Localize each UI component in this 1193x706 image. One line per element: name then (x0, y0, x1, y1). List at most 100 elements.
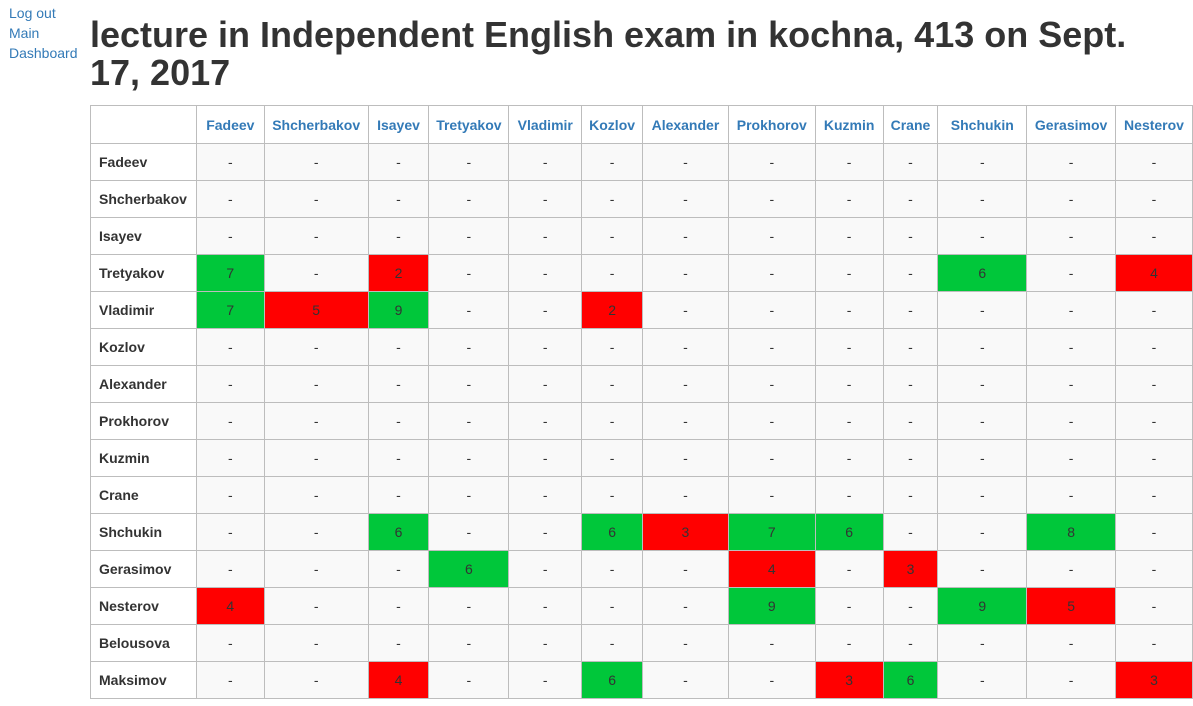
score-cell: - (1026, 550, 1117, 588)
row-header-vladimir: Vladimir (90, 291, 197, 329)
score-cell: - (814, 217, 884, 255)
score-cell: 3 (1115, 661, 1193, 699)
score-cell: - (508, 587, 583, 625)
score-cell: - (814, 550, 884, 588)
column-header-isayev[interactable]: Isayev (367, 105, 430, 144)
score-cell: - (642, 624, 729, 662)
score-cell: - (1026, 402, 1117, 440)
score-cell: - (642, 365, 729, 403)
score-cell: - (1115, 587, 1193, 625)
score-cell: 6 (367, 513, 430, 551)
score-cell: 6 (428, 550, 510, 588)
dashboard-link[interactable]: Dashboard (9, 45, 78, 61)
table-row: Nesterov 4- - - - - -9- -9 5- (90, 587, 1193, 625)
score-cell: - (428, 476, 510, 514)
score-cell: - (727, 365, 816, 403)
score-cell: - (581, 624, 644, 662)
score-cell: - (882, 180, 939, 218)
score-cell: - (882, 439, 939, 477)
score-cell: - (642, 254, 729, 292)
table-row: Shcherbakov - - - - - - - - - - - - - (90, 180, 1193, 218)
score-cell: - (937, 513, 1028, 551)
score-cell: - (581, 217, 644, 255)
row-header-belousova: Belousova (90, 624, 197, 662)
score-cell: - (642, 180, 729, 218)
score-cell: - (1115, 328, 1193, 366)
score-cell: - (581, 550, 644, 588)
score-cell: - (937, 439, 1028, 477)
column-header-shcherbakov[interactable]: Shcherbakov (263, 105, 369, 144)
score-cell: - (263, 513, 369, 551)
score-cell: - (937, 217, 1028, 255)
score-cell: - (937, 365, 1028, 403)
score-cell: 7 (727, 513, 816, 551)
score-cell: - (367, 143, 430, 181)
score-cell: - (937, 402, 1028, 440)
row-header-isayev: Isayev (90, 217, 197, 255)
score-cell: - (195, 550, 265, 588)
score-cell: 4 (1115, 254, 1193, 292)
page-title: lecture in Independent English exam in k… (90, 14, 1127, 93)
column-header-kuzmin[interactable]: Kuzmin (814, 105, 884, 144)
score-cell: - (508, 254, 583, 292)
score-cell: - (195, 476, 265, 514)
column-header-shchukin[interactable]: Shchukin (937, 105, 1028, 144)
table-row: Prokhorov - - - - - - - - - - - - - (90, 402, 1193, 440)
score-cell: 6 (581, 513, 644, 551)
score-cell: - (727, 143, 816, 181)
score-cell: - (1115, 476, 1193, 514)
score-cell: - (508, 180, 583, 218)
score-cell: - (937, 328, 1028, 366)
score-cell: - (814, 587, 884, 625)
score-cell: - (428, 587, 510, 625)
column-header-tretyakov[interactable]: Tretyakov (428, 105, 510, 144)
score-cell: - (263, 402, 369, 440)
score-cell: - (367, 624, 430, 662)
column-header-vladimir[interactable]: Vladimir (508, 105, 583, 144)
column-header-crane[interactable]: Crane (882, 105, 939, 144)
main-link[interactable]: Main (9, 25, 40, 41)
score-cell: - (195, 661, 265, 699)
score-cell: - (642, 291, 729, 329)
score-cell: - (937, 291, 1028, 329)
score-cell: - (263, 328, 369, 366)
score-cell: - (195, 217, 265, 255)
score-cell: - (428, 217, 510, 255)
score-cell: - (1115, 143, 1193, 181)
score-cell: 6 (814, 513, 884, 551)
score-cell: - (814, 624, 884, 662)
score-cell: - (428, 402, 510, 440)
score-cell: - (642, 587, 729, 625)
column-header-alexander[interactable]: Alexander (642, 105, 729, 144)
score-cell: - (263, 661, 369, 699)
table-row: Vladimir 7 5 9- -2- - - - - - - (90, 291, 1193, 329)
score-cell: - (263, 550, 369, 588)
row-header-fadeev: Fadeev (90, 143, 197, 181)
score-cell: - (428, 180, 510, 218)
column-header-prokhorov[interactable]: Prokhorov (727, 105, 816, 144)
score-cell: - (367, 587, 430, 625)
score-cell: - (727, 661, 816, 699)
score-cell: - (195, 439, 265, 477)
score-cell: - (367, 476, 430, 514)
score-cell: 3 (642, 513, 729, 551)
score-cell: - (195, 180, 265, 218)
score-cell: - (1026, 661, 1117, 699)
column-header-fadeev[interactable]: Fadeev (195, 105, 265, 144)
score-cell: 9 (727, 587, 816, 625)
column-header-gerasimov[interactable]: Gerasimov (1026, 105, 1117, 144)
column-header-nesterov[interactable]: Nesterov (1115, 105, 1193, 144)
score-cell: - (814, 328, 884, 366)
score-cell: - (508, 439, 583, 477)
score-cell: - (581, 143, 644, 181)
column-header-kozlov[interactable]: Kozlov (581, 105, 644, 144)
score-cell: - (642, 328, 729, 366)
score-cell: - (882, 476, 939, 514)
score-cell: - (508, 550, 583, 588)
score-cell: - (937, 550, 1028, 588)
score-cell: - (642, 217, 729, 255)
logout-link[interactable]: Log out (9, 5, 56, 21)
score-cell: - (727, 254, 816, 292)
score-cell: 4 (195, 587, 265, 625)
score-cell: - (367, 328, 430, 366)
